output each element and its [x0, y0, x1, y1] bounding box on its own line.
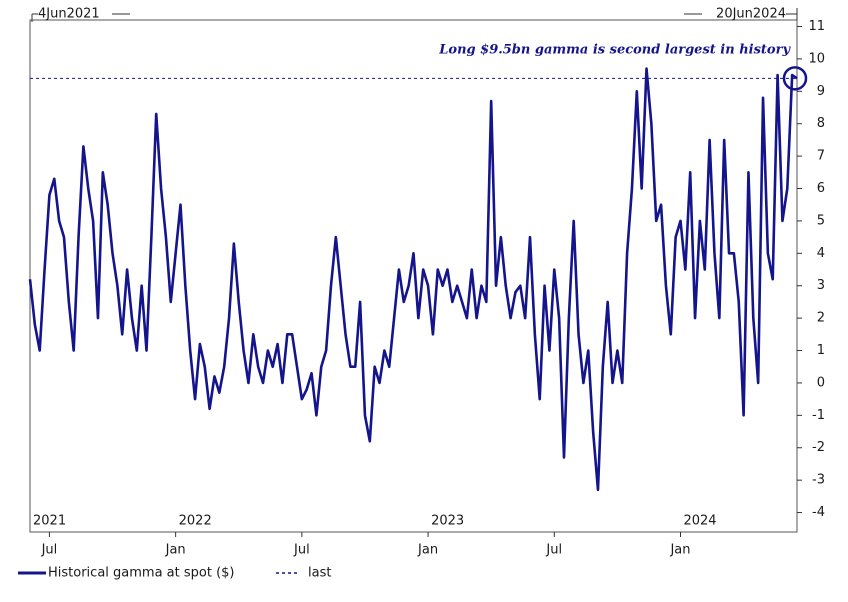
- x-tick-label: Jul: [41, 543, 58, 558]
- x-tick-label: Jul: [545, 543, 562, 558]
- y-tick-label: 1: [817, 343, 825, 358]
- y-tick-label: 3: [817, 278, 825, 293]
- y-tick-label: 7: [817, 149, 825, 164]
- year-label: 2024: [683, 514, 716, 529]
- y-tick-label: -2: [812, 440, 825, 455]
- y-tick-label: 11: [808, 19, 825, 34]
- x-tick-label: Jan: [417, 543, 438, 558]
- x-tick-label: Jan: [165, 543, 186, 558]
- end-label: 20Jun2024: [716, 7, 786, 22]
- legend-label: Historical gamma at spot ($): [48, 566, 235, 581]
- year-label: 2023: [431, 514, 464, 529]
- start-label: 4Jun2021: [38, 7, 100, 22]
- year-label: 2021: [33, 514, 66, 529]
- x-tick-label: Jul: [293, 543, 310, 558]
- y-tick-label: 0: [817, 375, 825, 390]
- y-tick-label: 10: [808, 51, 825, 66]
- plot-frame: [29, 19, 798, 533]
- year-label: 2022: [179, 514, 212, 529]
- series-line: [28, 67, 798, 492]
- y-tick-label: -4: [812, 505, 825, 520]
- y-tick-label: 2: [817, 311, 825, 326]
- x-tick-label: Jan: [669, 543, 690, 558]
- y-tick-label: 6: [817, 181, 825, 196]
- y-tick-label: 9: [817, 84, 825, 99]
- y-tick-label: -1: [812, 408, 825, 423]
- highlight-circle: [782, 66, 808, 91]
- legend-label: last: [308, 566, 331, 581]
- y-tick-label: -3: [812, 473, 825, 488]
- y-tick-label: 8: [817, 116, 825, 131]
- annotation: Long $9.5bn gamma is second largest in h…: [438, 43, 791, 58]
- y-tick-label: 5: [817, 213, 825, 228]
- y-tick-label: 4: [817, 246, 825, 261]
